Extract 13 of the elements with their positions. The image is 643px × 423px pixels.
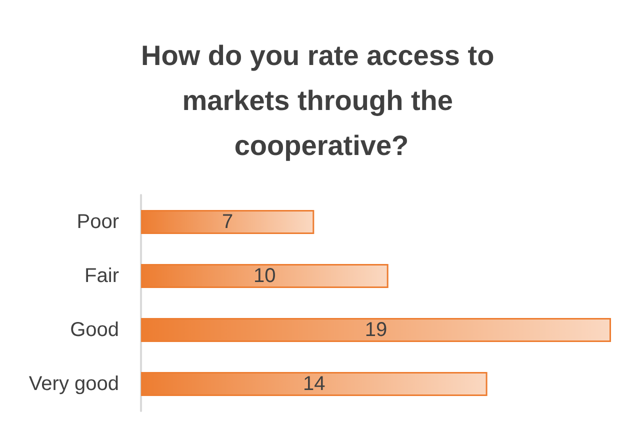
y-tick-label: Good <box>70 319 119 341</box>
bar <box>141 210 314 234</box>
data-label: 7 <box>222 211 234 233</box>
data-label: 19 <box>364 319 388 341</box>
y-tick-label: Fair <box>84 265 120 287</box>
y-tick-label: Poor <box>76 211 120 233</box>
chart-title: How do you rate access to markets through the cooperative? <box>141 40 502 161</box>
bar <box>141 264 388 288</box>
data-label: 14 <box>303 373 326 395</box>
bar <box>141 372 488 396</box>
bar <box>141 318 611 342</box>
data-label: 10 <box>254 265 276 287</box>
y-tick-label: Very good <box>28 373 119 395</box>
